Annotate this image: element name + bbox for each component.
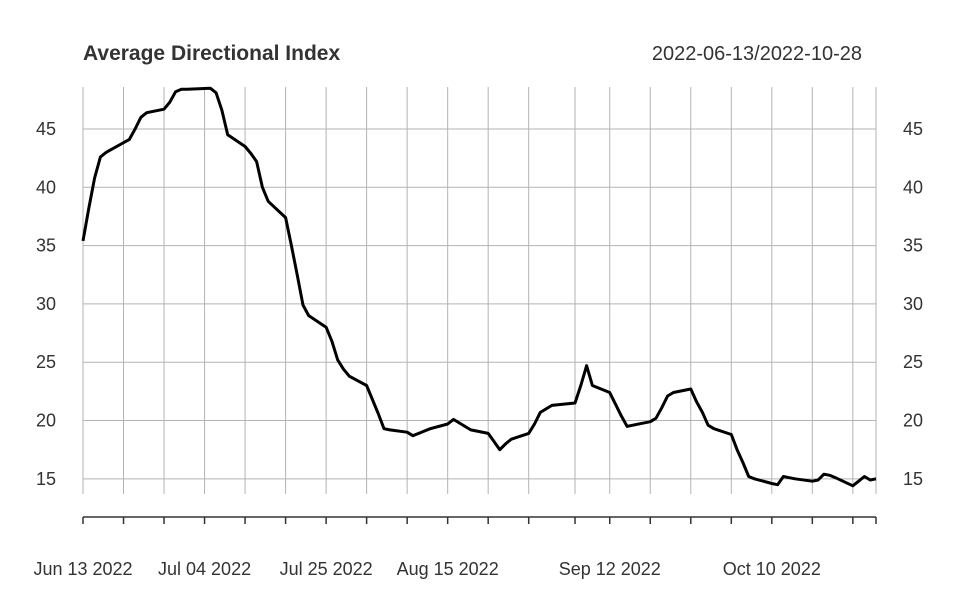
y-tick-label-right: 20 bbox=[903, 411, 923, 431]
y-tick-label-left: 45 bbox=[36, 119, 56, 139]
chart-title: Average Directional Index bbox=[83, 42, 340, 65]
x-tick-label: Jun 13 2022 bbox=[33, 559, 132, 579]
series-layer bbox=[81, 86, 877, 488]
x-axis-labels: Jun 13 2022 Jul 04 2022 Jul 25 2022 Aug 15 … bbox=[33, 559, 820, 579]
x-axis bbox=[82, 516, 877, 524]
y-tick-label-right: 40 bbox=[903, 177, 923, 197]
y-tick-label-right: 35 bbox=[903, 236, 923, 256]
y-tick-label-left: 20 bbox=[36, 411, 56, 431]
x-tick-label: Jul 04 2022 bbox=[158, 559, 251, 579]
adx-series-line bbox=[81, 86, 877, 488]
x-tick-label: Sep 12 2022 bbox=[559, 559, 661, 579]
x-tick-label: Jul 25 2022 bbox=[280, 559, 373, 579]
y-tick-label-left: 15 bbox=[36, 469, 56, 489]
y-tick-label-right: 25 bbox=[903, 352, 923, 372]
grid-lines bbox=[82, 87, 877, 494]
x-tick-label: Oct 10 2022 bbox=[723, 559, 821, 579]
y-axis-right: 15 20 25 30 35 40 45 bbox=[903, 119, 923, 489]
y-tick-label-left: 30 bbox=[36, 294, 56, 314]
date-range-label: 2022-06-13/2022-10-28 bbox=[652, 43, 862, 65]
y-tick-label-left: 40 bbox=[36, 177, 56, 197]
y-tick-label-right: 15 bbox=[903, 469, 923, 489]
y-tick-label-left: 35 bbox=[36, 236, 56, 256]
y-tick-label-left: 25 bbox=[36, 352, 56, 372]
y-axis-left: 15 20 25 30 35 40 45 bbox=[36, 119, 56, 489]
x-tick-label: Aug 15 2022 bbox=[397, 559, 499, 579]
y-tick-label-right: 30 bbox=[903, 294, 923, 314]
y-tick-label-right: 45 bbox=[903, 119, 923, 139]
